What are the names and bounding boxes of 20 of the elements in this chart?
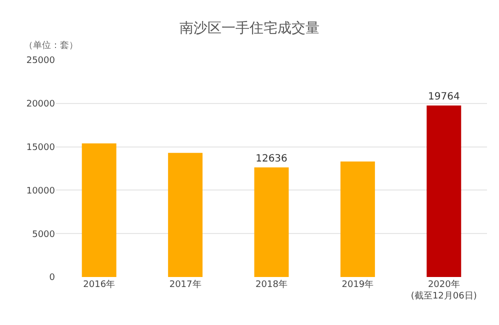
- y-tick-label: 10000: [26, 186, 56, 196]
- bar: [82, 143, 116, 277]
- x-tick-label: 2017年: [169, 279, 202, 290]
- y-tick-label: 5000: [32, 230, 56, 240]
- bar: [168, 152, 203, 277]
- bar: [426, 105, 462, 277]
- data-label: 12636: [256, 153, 288, 164]
- x-tick-label: 2018年: [256, 279, 288, 290]
- y-tick-label: 15000: [26, 142, 56, 153]
- x-tick-label: 2019年: [342, 279, 374, 290]
- bar: [340, 162, 375, 277]
- x-tick-label: 2016年: [83, 279, 116, 290]
- y-axis-title: （单位：套）: [24, 40, 78, 51]
- y-tick-label: 25000: [26, 56, 56, 66]
- bar: [254, 167, 289, 277]
- data-label: 19764: [428, 91, 460, 102]
- y-tick-label: 20000: [26, 100, 56, 110]
- chart-title: 南沙区一手住宅成交量: [180, 20, 320, 37]
- x-tick-label: 2020年 (截至12月06日): [410, 279, 477, 302]
- y-tick-label: 0: [49, 273, 56, 284]
